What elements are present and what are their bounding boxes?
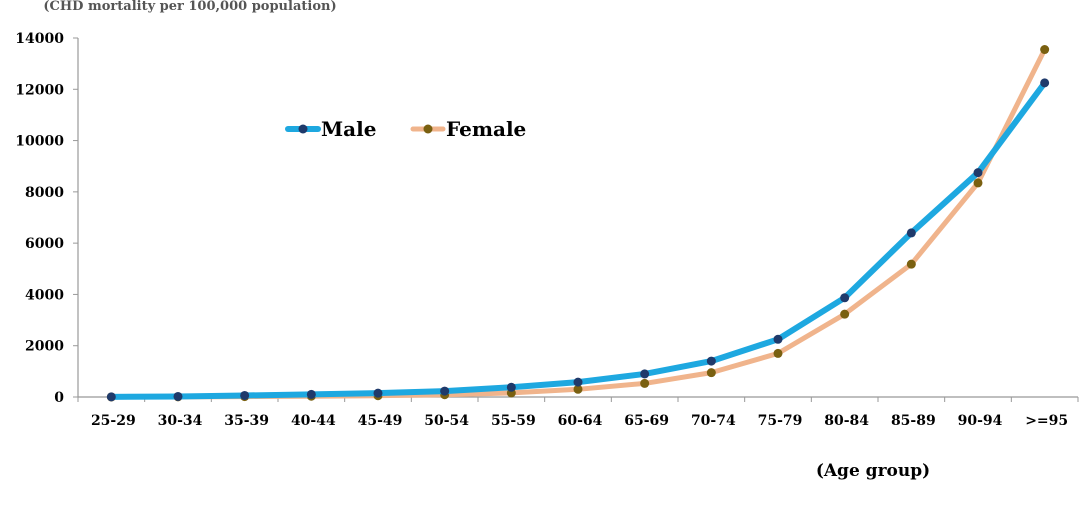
x-tick-label: 75-79 bbox=[758, 413, 803, 429]
legend-label: Female bbox=[446, 117, 526, 141]
legend-marker bbox=[298, 124, 308, 134]
data-point-male bbox=[773, 334, 783, 344]
series-male bbox=[106, 78, 1050, 402]
y-tick-label: 12000 bbox=[15, 82, 64, 98]
data-point-male bbox=[1040, 78, 1050, 88]
x-tick-label: 40-44 bbox=[291, 413, 336, 429]
series-line-male bbox=[108, 79, 1048, 400]
data-point-male bbox=[373, 388, 383, 398]
data-point-female bbox=[706, 368, 716, 378]
data-point-female bbox=[840, 309, 850, 319]
legend-item-male: Male bbox=[285, 117, 376, 141]
x-tick-label: 80-84 bbox=[824, 413, 869, 429]
data-point-male bbox=[706, 356, 716, 366]
x-axis: 25-29 30-34 35-39 40-44 45-49 50-54 55-59 60-64… bbox=[77, 396, 1079, 429]
legend: Male Female bbox=[285, 117, 526, 141]
x-tick-label: 85-89 bbox=[891, 413, 936, 429]
legend-item-female: Female bbox=[410, 117, 526, 141]
x-axis-title: (Age group) bbox=[816, 461, 930, 481]
y-tick-label: 0 bbox=[54, 390, 64, 406]
data-point-male bbox=[173, 391, 183, 401]
x-tick-label: >=95 bbox=[1025, 413, 1068, 429]
data-point-male bbox=[840, 293, 850, 303]
data-point-male bbox=[440, 386, 450, 396]
x-tick-label: 70-74 bbox=[691, 413, 736, 429]
y-axis: 0 2000 4000 6000 8000 10000 12000 14000 bbox=[15, 31, 79, 406]
y-tick-label: 6000 bbox=[25, 236, 64, 252]
x-tick-label: 45-49 bbox=[358, 413, 403, 429]
x-tick-label: 60-64 bbox=[558, 413, 603, 429]
series-female bbox=[106, 45, 1050, 402]
data-point-female bbox=[906, 259, 916, 269]
x-tick-label: 55-59 bbox=[491, 413, 536, 429]
data-point-female bbox=[1040, 45, 1050, 55]
y-tick-label: 8000 bbox=[25, 185, 64, 201]
x-tick-label: 25-29 bbox=[91, 413, 136, 429]
y-tick-label: 14000 bbox=[15, 31, 64, 47]
data-point-male bbox=[506, 382, 516, 392]
data-point-male bbox=[106, 392, 116, 402]
data-point-female bbox=[640, 378, 650, 388]
legend-label: Male bbox=[321, 117, 376, 141]
y-tick-label: 2000 bbox=[25, 339, 64, 355]
legend-marker bbox=[423, 124, 433, 134]
x-tick-label: 35-39 bbox=[224, 413, 269, 429]
data-point-male bbox=[306, 389, 316, 399]
chart-title: (CHD mortality per 100,000 population) bbox=[43, 0, 336, 14]
y-tick-label: 10000 bbox=[15, 134, 64, 150]
data-point-female bbox=[773, 348, 783, 358]
series-line-female bbox=[108, 47, 1048, 400]
series-layer bbox=[106, 45, 1050, 402]
x-tick-label: 50-54 bbox=[424, 413, 469, 429]
data-point-male bbox=[906, 228, 916, 238]
x-tick-label: 65-69 bbox=[624, 413, 669, 429]
data-point-male bbox=[573, 377, 583, 387]
data-point-female bbox=[973, 178, 983, 188]
data-point-male bbox=[973, 168, 983, 178]
y-tick-label: 4000 bbox=[25, 287, 64, 303]
data-point-female bbox=[573, 384, 583, 394]
x-tick-label: 90-94 bbox=[958, 413, 1003, 429]
data-point-male bbox=[640, 369, 650, 379]
data-point-male bbox=[240, 390, 250, 400]
x-tick-label: 30-34 bbox=[158, 413, 203, 429]
